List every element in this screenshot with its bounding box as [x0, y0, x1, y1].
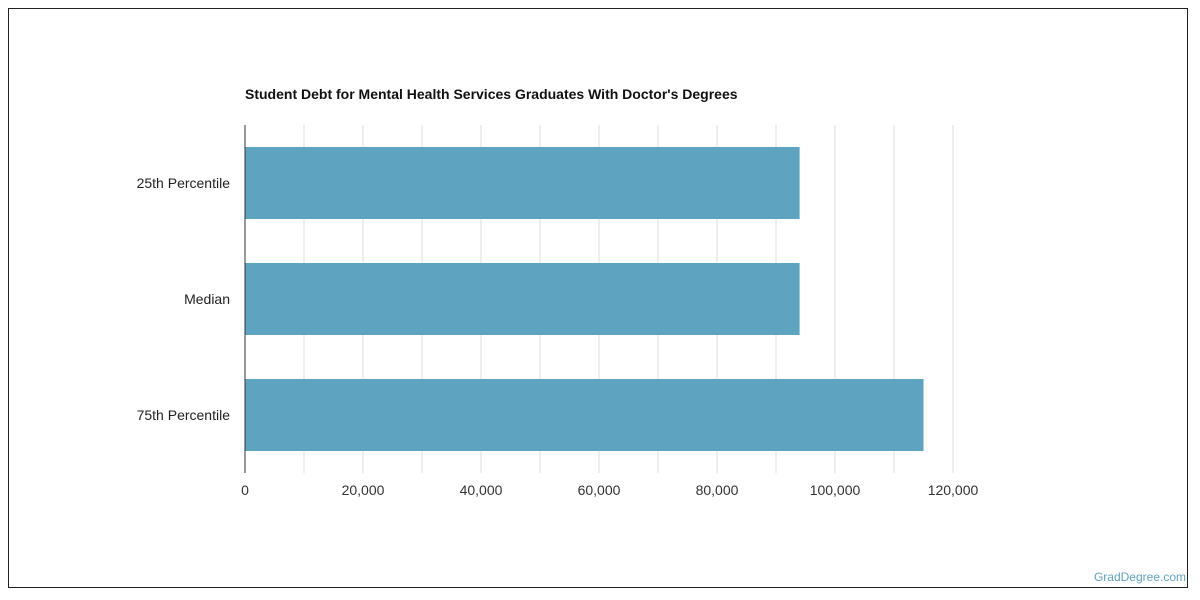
category-label: Median [184, 291, 230, 307]
x-tick-label: 120,000 [928, 482, 979, 498]
x-tick-label: 0 [241, 482, 249, 498]
labels: 25th Percentile Median 75th Percentile 0 20,… [137, 175, 979, 498]
category-label: 25th Percentile [137, 175, 231, 191]
x-tick-label: 20,000 [342, 482, 385, 498]
category-label: 75th Percentile [137, 407, 231, 423]
x-tick-label: 80,000 [696, 482, 739, 498]
bars [245, 147, 924, 451]
chart-title: Student Debt for Mental Health Services … [245, 86, 738, 102]
x-tick-label: 40,000 [460, 482, 503, 498]
source-watermark[interactable]: GradDegree.com [1093, 570, 1186, 584]
bar[interactable] [245, 379, 924, 451]
x-tick-label: 100,000 [810, 482, 861, 498]
x-tick-label: 60,000 [578, 482, 621, 498]
bar[interactable] [245, 147, 800, 219]
bar[interactable] [245, 263, 800, 335]
